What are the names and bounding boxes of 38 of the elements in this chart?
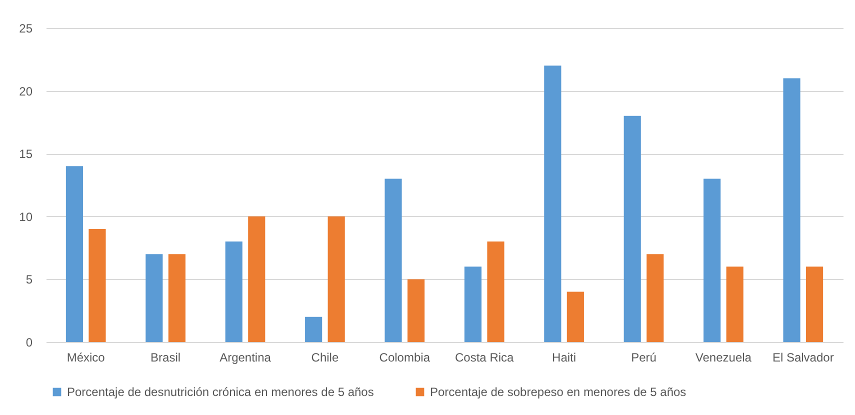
legend-label: Porcentaje de sobrepeso en menores de 5 años (430, 385, 686, 399)
legend-label: Porcentaje de desnutrición crónica en menores de 5 años (67, 385, 374, 399)
bar (305, 316, 322, 342)
x-tick-label: Haiti (552, 350, 576, 364)
y-tick-label: 5 (26, 272, 33, 287)
bar (806, 266, 824, 342)
bar (384, 178, 402, 342)
bar (66, 166, 84, 342)
bar (168, 254, 186, 342)
y-tick-label: 0 (26, 336, 33, 350)
bar (225, 242, 242, 342)
x-tick-label: Colombia (379, 350, 430, 364)
bar (646, 254, 664, 342)
x-tick-label: Perú (631, 350, 656, 364)
y-tick-label: 25 (19, 22, 33, 36)
bar (328, 216, 345, 342)
bar (566, 292, 584, 342)
bar (487, 242, 504, 342)
x-tick-label: Costa Rica (455, 350, 514, 364)
bar (726, 266, 744, 342)
bar (88, 228, 106, 342)
y-tick-label: 15 (19, 147, 33, 162)
x-tick-label: México (66, 350, 106, 364)
x-tick-label: Brasil (150, 350, 181, 364)
bar (704, 178, 721, 342)
bar (407, 279, 425, 342)
bar (464, 266, 482, 342)
bar (248, 216, 266, 342)
y-tick-label: 20 (19, 84, 33, 98)
bar (624, 116, 641, 342)
bar (544, 66, 562, 342)
x-tick-label: El Salvador (772, 350, 834, 364)
bar (146, 254, 163, 342)
x-tick-label: Chile (311, 350, 339, 364)
x-tick-label: Venezuela (695, 350, 752, 364)
bar (783, 78, 800, 342)
x-tick-label: Argentina (220, 350, 272, 364)
y-tick-label: 10 (19, 210, 33, 224)
